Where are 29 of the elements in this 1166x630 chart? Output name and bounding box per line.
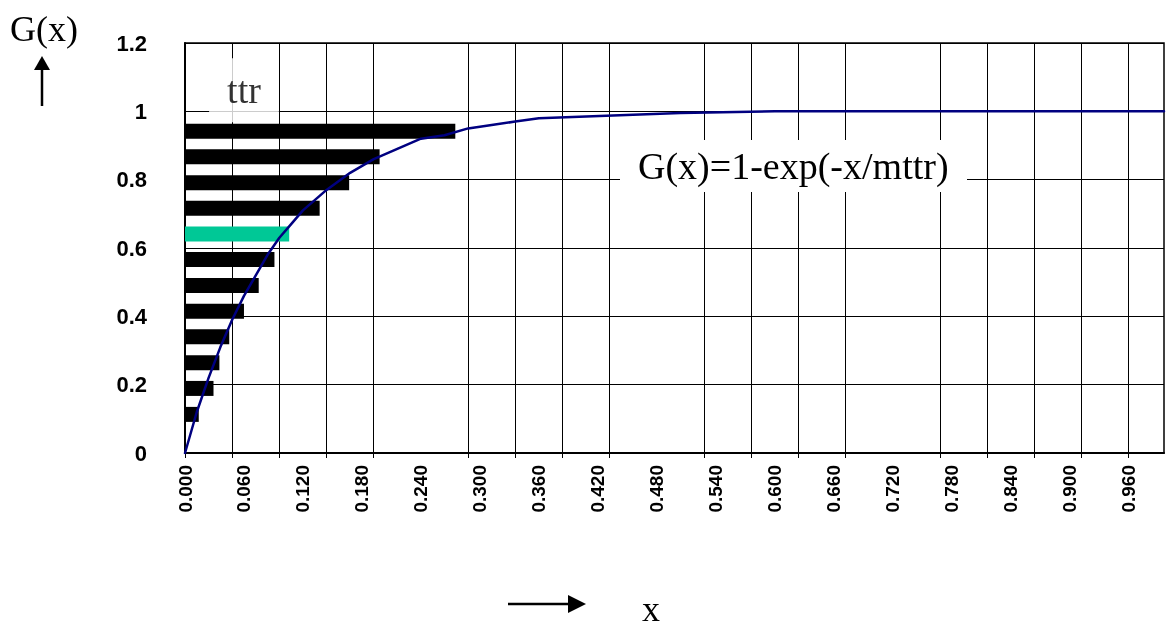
x-tick-label: 0.840 bbox=[1000, 465, 1022, 513]
x-tick-label: 0.300 bbox=[469, 465, 491, 513]
x-tick-label: 0.960 bbox=[1118, 465, 1140, 513]
y-tick-label: 0.2 bbox=[116, 372, 147, 398]
x-tick-label: 0.480 bbox=[646, 465, 668, 513]
x-tick-label: 0.120 bbox=[292, 465, 314, 513]
x-axis-title: x bbox=[642, 588, 660, 630]
y-tick-label: 0.8 bbox=[116, 167, 147, 193]
y-axis-title: G(x) bbox=[10, 8, 78, 50]
x-tick-label: 0.900 bbox=[1059, 465, 1081, 513]
y-tick-label: 1.2 bbox=[116, 30, 147, 56]
x-tick-label: 0.660 bbox=[823, 465, 845, 513]
annotation: G(x)=1-exp(-x/mttr) bbox=[620, 140, 967, 192]
x-tick-label: 0.240 bbox=[410, 465, 432, 513]
x-tick-label: 0.420 bbox=[587, 465, 609, 513]
x-tick-label: 0.540 bbox=[705, 465, 727, 513]
x-tick-label: 0.060 bbox=[233, 465, 255, 513]
x-tick-label: 0.000 bbox=[174, 465, 196, 513]
y-tick-label: 0 bbox=[134, 440, 147, 466]
x-tick-label: 0.600 bbox=[764, 465, 786, 513]
x-tick-label: 0.780 bbox=[941, 465, 963, 513]
series-label: ttr bbox=[227, 69, 262, 112]
bar bbox=[185, 226, 290, 242]
y-tick-label: 1 bbox=[134, 98, 147, 124]
x-tick-label: 0.180 bbox=[351, 465, 373, 513]
y-tick-label: 0.6 bbox=[116, 235, 147, 261]
x-tick-label: 0.720 bbox=[882, 465, 904, 513]
x-tick-label: 0.360 bbox=[528, 465, 550, 513]
y-tick-label: 0.4 bbox=[116, 303, 148, 329]
